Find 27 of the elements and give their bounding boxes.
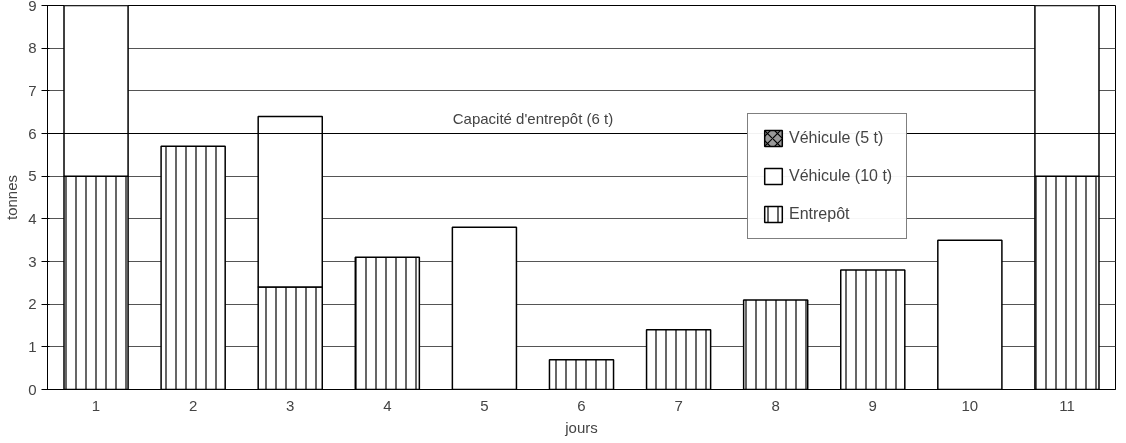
y-tick-label: 5 — [28, 167, 37, 185]
y-tick-label: 2 — [28, 295, 37, 313]
y-tick-label: 7 — [28, 81, 37, 99]
x-axis-title: jours — [564, 418, 598, 436]
x-tick-label: 11 — [1059, 396, 1075, 414]
x-tick-label: 5 — [480, 396, 489, 414]
x-tick-label: 6 — [577, 396, 586, 414]
legend-label: Véhicule (5 t) — [789, 129, 884, 147]
x-tick-label: 10 — [961, 396, 979, 414]
ref-line-label: Capacité d'entrepôt (6 t) — [452, 110, 614, 128]
x-tick-label: 1 — [91, 396, 101, 414]
y-tick-label: 1 — [28, 337, 37, 355]
x-tick-label: 3 — [286, 396, 295, 414]
x-tick-label: 8 — [771, 396, 780, 414]
y-tick-label: 0 — [28, 380, 37, 398]
y-tick-label: 4 — [28, 209, 37, 227]
x-tick-label: 4 — [383, 396, 392, 414]
legend-label: Véhicule (10 t) — [789, 167, 893, 185]
x-tick-label: 2 — [188, 396, 198, 414]
y-tick-label: 8 — [28, 39, 37, 57]
legend-label: Entrepôt — [789, 205, 850, 223]
x-tick-label: 9 — [868, 396, 877, 414]
y-tick-label: 9 — [28, 0, 37, 14]
y-tick-label: 6 — [28, 124, 37, 142]
y-tick-label: 3 — [28, 252, 37, 270]
x-tick-label: 7 — [674, 396, 683, 414]
y-axis-title: tonnes — [3, 174, 21, 221]
